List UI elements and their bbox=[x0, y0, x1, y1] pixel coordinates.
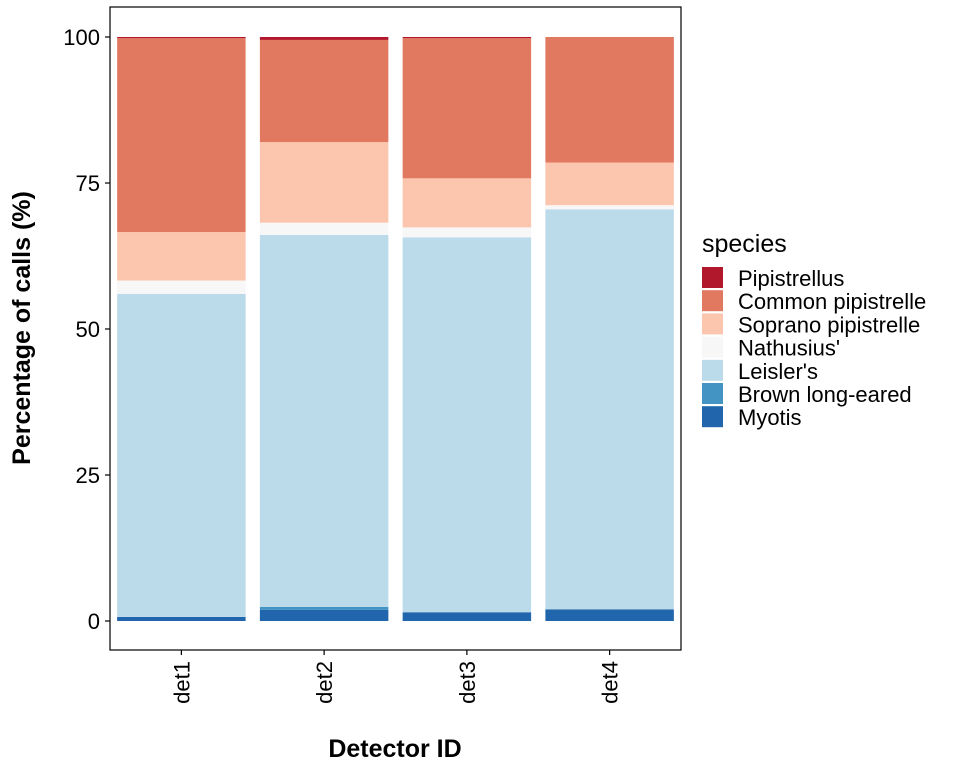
y-tick-label: 100 bbox=[63, 25, 100, 50]
bar-segment-det2-brown-long-eared bbox=[259, 606, 389, 610]
legend-label-nathusius: Nathusius' bbox=[738, 336, 840, 361]
legend-swatch-nathusius bbox=[702, 336, 723, 358]
legend-label-myotis: Myotis bbox=[738, 405, 802, 430]
bar-segment-det1-common-pipistrelle bbox=[117, 38, 246, 233]
x-axis: det1 det2 det3 det4 bbox=[169, 650, 623, 704]
bar-segment-det2-soprano-pipistrelle bbox=[259, 142, 389, 223]
bar-segment-det4-soprano-pipistrelle bbox=[545, 162, 674, 206]
y-axis-title: Percentage of calls (%) bbox=[8, 191, 36, 465]
bar-segment-det4-myotis bbox=[545, 609, 674, 621]
bar-segment-det2-myotis bbox=[259, 609, 389, 621]
bars-group bbox=[117, 37, 674, 621]
bar-segment-det1-pipistrellus bbox=[117, 37, 246, 39]
legend-swatch-common-pipistrelle bbox=[702, 290, 723, 312]
legend-swatch-leisler-s bbox=[702, 359, 723, 381]
legend-swatch-brown-long-eared bbox=[702, 383, 723, 404]
bar-segment-det4-leisler-s bbox=[545, 209, 674, 610]
bar-segment-det2-pipistrellus bbox=[259, 37, 389, 40]
legend-swatch-soprano-pipistrelle bbox=[702, 313, 723, 335]
x-tick-label-det4: det4 bbox=[598, 661, 623, 704]
legend-swatch-pipistrellus bbox=[702, 267, 723, 288]
bar-segment-det2-nathusius bbox=[259, 222, 389, 235]
bar-segment-det3-myotis bbox=[402, 612, 532, 621]
bar-segment-det3-pipistrellus bbox=[402, 37, 532, 39]
x-tick-label-det3: det3 bbox=[455, 661, 480, 704]
x-tick-label-det1: det1 bbox=[169, 661, 194, 704]
legend-label-soprano-pipistrelle: Soprano pipistrelle bbox=[738, 312, 920, 337]
bar-segment-det1-nathusius bbox=[117, 280, 246, 294]
bar-segment-det3-common-pipistrelle bbox=[402, 38, 532, 179]
bar-segment-det3-soprano-pipistrelle bbox=[402, 178, 532, 228]
legend-label-common-pipistrelle: Common pipistrelle bbox=[738, 289, 926, 314]
bar-segment-det1-soprano-pipistrelle bbox=[117, 232, 246, 281]
y-axis: 0 25 50 75 100 bbox=[63, 25, 110, 634]
x-tick-label-det2: det2 bbox=[312, 661, 337, 704]
bar-segment-det3-nathusius bbox=[402, 227, 532, 238]
legend-label-brown-long-eared: Brown long-eared bbox=[738, 382, 912, 407]
legend-title: species bbox=[702, 230, 787, 258]
x-axis-title: Detector ID bbox=[328, 735, 461, 763]
bar-segment-det4-common-pipistrelle bbox=[545, 37, 674, 163]
y-tick-label: 75 bbox=[76, 171, 100, 196]
bar-segment-det1-leisler-s bbox=[117, 293, 246, 617]
legend-swatch-myotis bbox=[702, 406, 723, 428]
bar-segment-det3-leisler-s bbox=[402, 237, 532, 613]
y-tick-label: 25 bbox=[76, 463, 100, 488]
bar-segment-det2-common-pipistrelle bbox=[259, 39, 389, 143]
bar-segment-det2-leisler-s bbox=[259, 234, 389, 607]
legend-label-leisler-s: Leisler's bbox=[738, 359, 818, 384]
bar-segment-det1-myotis bbox=[117, 616, 246, 621]
legend-label-pipistrellus: Pipistrellus bbox=[738, 266, 844, 291]
y-tick-label: 50 bbox=[76, 317, 100, 342]
bar-segment-det4-nathusius bbox=[545, 205, 674, 210]
y-tick-label: 0 bbox=[88, 609, 100, 634]
